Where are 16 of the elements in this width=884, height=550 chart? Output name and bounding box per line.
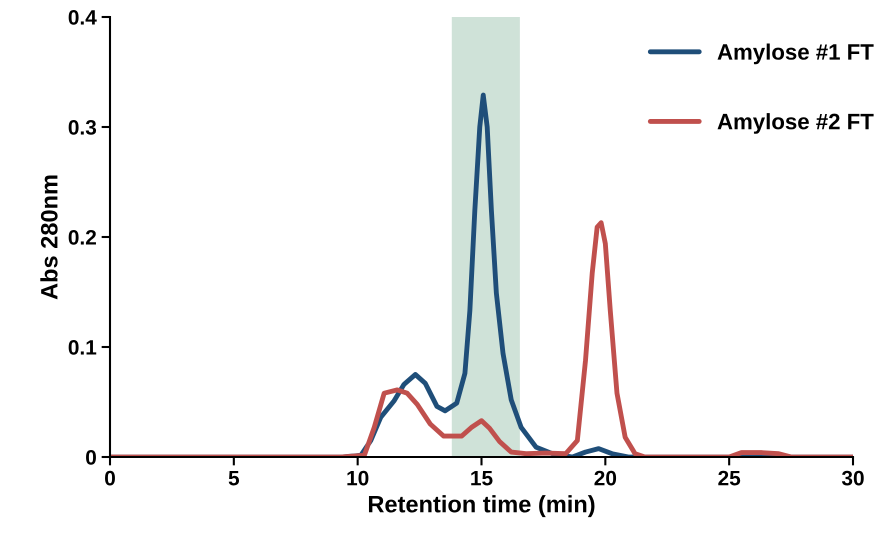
x-tick-label: 10 — [347, 470, 368, 486]
y-tick-label: 0.2 — [68, 230, 96, 245]
y-tick-label: 0.4 — [68, 10, 97, 25]
y-tick-label: 0.3 — [68, 120, 96, 135]
x-tick-label: 20 — [594, 470, 616, 486]
x-tick-label: 15 — [471, 470, 493, 486]
y-axis-title: Abs 280nm — [40, 175, 58, 300]
x-tick-label: 5 — [228, 470, 240, 486]
y-tick-label: 0 — [86, 450, 96, 465]
x-tick-label: 0 — [105, 470, 115, 486]
x-axis-title: Retention time (min) — [368, 495, 594, 518]
y-tick-label: 0.1 — [68, 340, 96, 355]
x-tick-label: 25 — [718, 470, 740, 486]
x-tick-label: 30 — [842, 470, 864, 486]
legend-label: Amylose #1 FT — [718, 43, 874, 64]
legend-label: Amylose #2 FT — [718, 113, 874, 134]
